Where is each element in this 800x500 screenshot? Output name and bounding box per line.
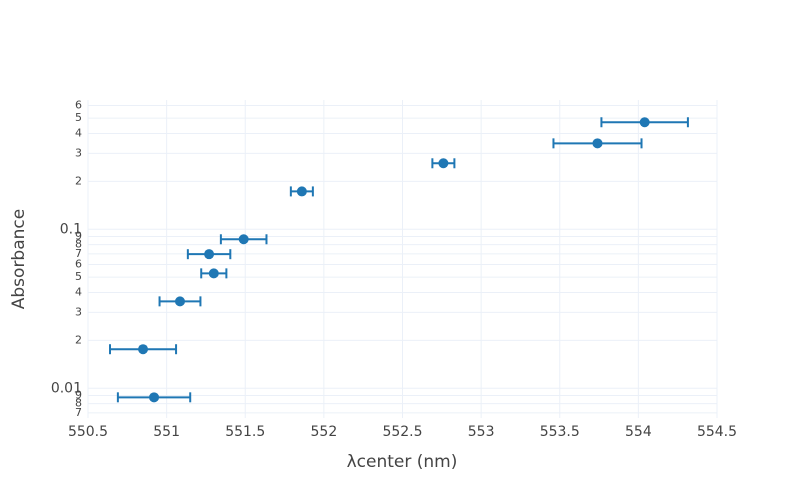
y-axis-title: Absorbance (9, 209, 29, 309)
x-tick-label: 551 (153, 424, 180, 440)
point (138, 344, 149, 355)
point (438, 158, 449, 169)
y-tick-label: 0.01 (51, 380, 82, 396)
point (592, 138, 603, 149)
y-tick-label: 2 (75, 333, 82, 346)
y-tick-label: 4 (75, 127, 82, 140)
y-tick-label: 3 (75, 305, 82, 318)
point (296, 186, 307, 197)
y-tick-label: 7 (75, 247, 82, 260)
point (149, 392, 160, 403)
x-tick-label: 550.5 (68, 424, 108, 440)
x-tick-label: 553 (468, 424, 495, 440)
y-tick-label: 8 (75, 238, 82, 251)
y-tick-label: 9 (75, 230, 82, 243)
x-axis-title: λcenter (nm) (347, 452, 458, 472)
y-tick-label: 6 (75, 99, 82, 112)
x-tick-label: 553.5 (540, 424, 580, 440)
y-tick-label: 7 (75, 406, 82, 419)
x-tick-label: 554 (625, 424, 652, 440)
y-tick-label: 4 (75, 286, 82, 299)
y-tick-label: 2 (75, 174, 82, 187)
y-tick-label: 9 (75, 389, 82, 402)
y-tick-label: 5 (75, 111, 82, 124)
point (204, 249, 215, 260)
y-tick-label: 6 (75, 258, 82, 271)
y-tick-label: 0.1 (60, 221, 82, 237)
point (208, 268, 219, 279)
point (639, 117, 650, 128)
x-tick-label: 552 (311, 424, 338, 440)
y-tick-label: 5 (75, 270, 82, 283)
point (238, 234, 249, 245)
y-tick-label: 3 (75, 146, 82, 159)
x-tick-label: 551.5 (225, 424, 265, 440)
x-tick-label: 554.5 (697, 424, 737, 440)
point (174, 296, 185, 307)
y-tick-label: 8 (75, 397, 82, 410)
x-tick-label: 552.5 (382, 424, 422, 440)
